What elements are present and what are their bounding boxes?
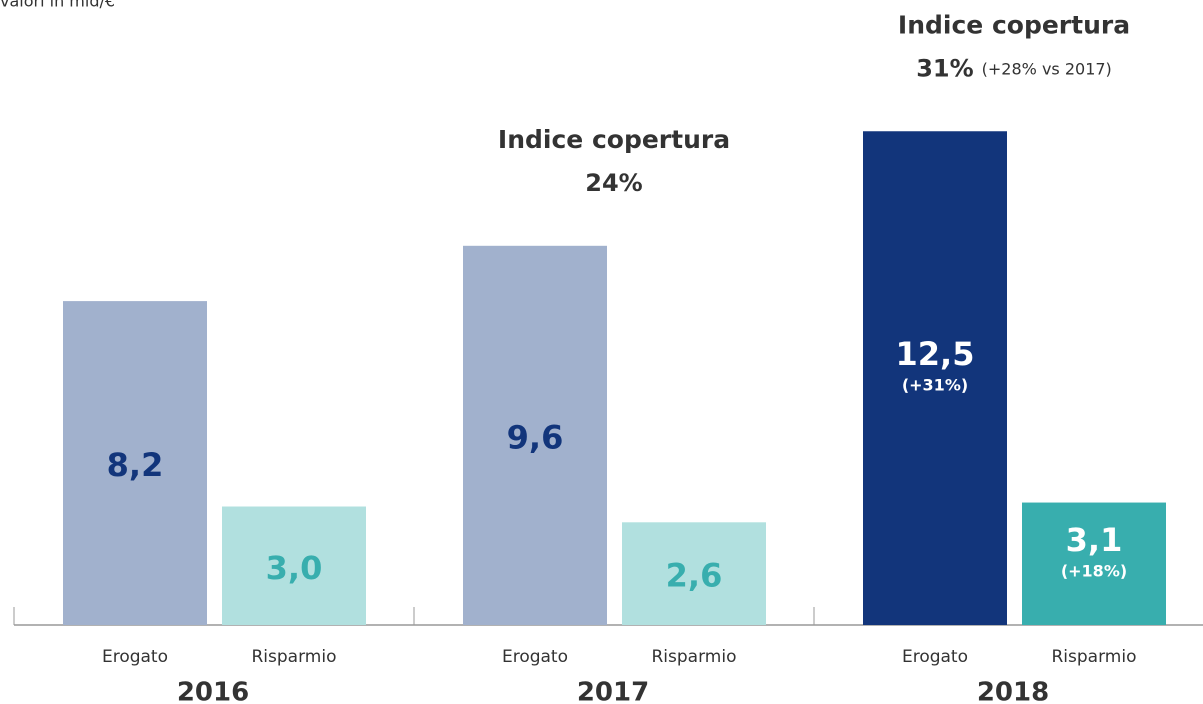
category-label: Erogato xyxy=(902,647,968,667)
coverage-line: 31% (+28% vs 2017) xyxy=(916,54,1112,82)
value-label: 2,6 xyxy=(666,557,723,595)
group-label: 2018 xyxy=(977,678,1049,704)
coverage-title: Indice copertura xyxy=(498,125,730,154)
coverage-title: Indice copertura xyxy=(898,10,1130,39)
coverage-note: (+28% vs 2017) xyxy=(982,59,1112,78)
value-note: (+18%) xyxy=(1061,561,1127,580)
bar xyxy=(463,245,607,626)
value-label: 3,1 xyxy=(1066,521,1123,559)
group-label: 2016 xyxy=(177,678,249,704)
coverage-value: 31% xyxy=(916,54,973,82)
category-label: Risparmio xyxy=(1052,647,1137,667)
bar xyxy=(622,522,766,625)
bar xyxy=(863,131,1007,625)
chart-subtitle: valori in mld/€ xyxy=(0,0,115,11)
bar xyxy=(1022,502,1166,625)
coverage-value: 24% xyxy=(585,169,642,197)
bar xyxy=(63,301,207,625)
group-label: 2017 xyxy=(577,678,649,704)
category-label: Risparmio xyxy=(252,647,337,667)
category-label: Risparmio xyxy=(652,647,737,667)
bar xyxy=(222,506,366,625)
category-label: Erogato xyxy=(102,647,168,667)
category-label: Erogato xyxy=(502,647,568,667)
value-label: 9,6 xyxy=(507,418,564,456)
coverage-line: 24% xyxy=(585,169,642,197)
value-label: 8,2 xyxy=(107,446,164,484)
value-label: 3,0 xyxy=(266,549,323,587)
value-label: 12,5 xyxy=(896,335,975,373)
value-note: (+31%) xyxy=(902,376,968,395)
